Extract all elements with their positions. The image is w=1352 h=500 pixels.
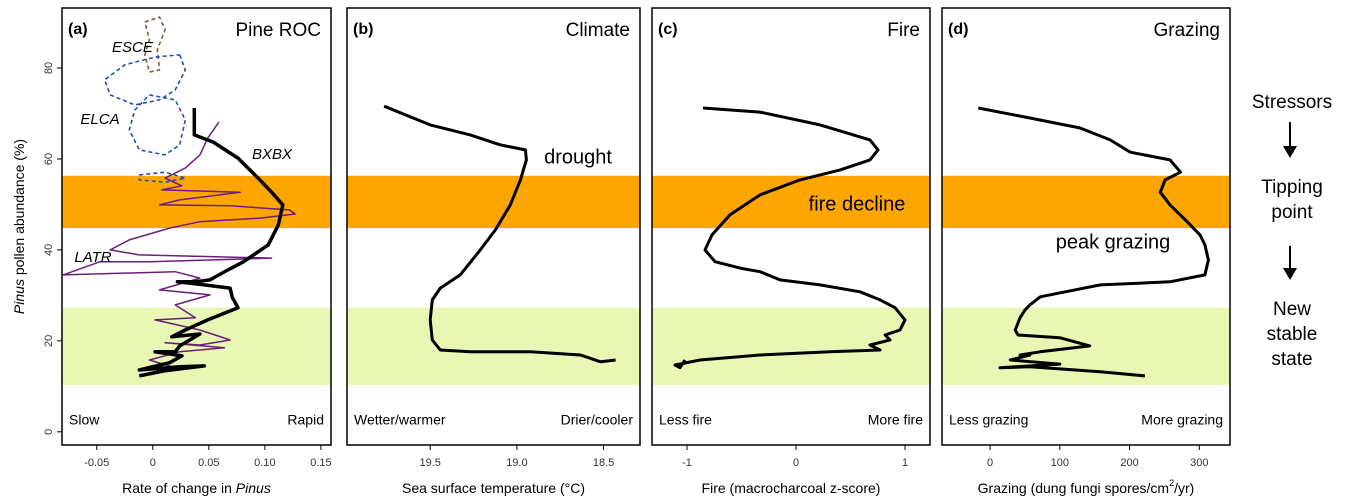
band: [347, 307, 640, 385]
line: [138, 171, 187, 183]
x-axis-label-part: Fire (macrocharcoal z-score): [702, 480, 881, 496]
x-axis-label-part: Sea surface temperature (°C): [402, 480, 585, 496]
line: [137, 108, 285, 378]
panel-label: (a): [68, 21, 88, 38]
x-tick-label: -0.05: [84, 457, 109, 469]
side-note: stable: [1267, 324, 1318, 345]
corner-label: More grazing: [1141, 412, 1223, 428]
y-tick-label: 80: [43, 62, 55, 74]
x-tick-label: 100: [1051, 457, 1069, 469]
corner-label: Slow: [69, 412, 100, 428]
x-axis-label: Fire (macrocharcoal z-score): [702, 480, 881, 496]
annotation: ESCE: [112, 39, 154, 56]
x-axis-label-part: Grazing (dung fungi spores/cm: [978, 480, 1169, 496]
x-axis-label: Grazing (dung fungi spores/cm2/yr): [978, 478, 1195, 495]
corner-label: Rapid: [287, 412, 324, 428]
line: [978, 106, 1210, 378]
side-note: Tipping: [1261, 177, 1323, 198]
x-tick-label: 200: [1120, 457, 1138, 469]
annotation: ELCA: [80, 111, 119, 128]
x-axis-label-part: /yr): [1174, 480, 1194, 496]
x-axis-label-part: Pinus: [236, 480, 271, 496]
band: [652, 307, 930, 385]
plot-frame: [346, 7, 641, 446]
x-tick-label: 0.15: [310, 457, 331, 469]
panel-title: Fire: [887, 20, 920, 41]
annotation: BXBX: [252, 146, 293, 163]
line: [383, 104, 616, 364]
x-tick-label: 0: [987, 457, 993, 469]
y-axis-label-part: Pinus: [11, 279, 27, 314]
x-axis-label-part: Rate of change in: [122, 480, 236, 496]
side-note: state: [1271, 349, 1312, 370]
panel-title: Pine ROC: [235, 20, 321, 41]
band: [62, 307, 331, 385]
x-tick-label: -1: [682, 457, 692, 469]
line: [62, 121, 296, 369]
corner-label: Less fire: [659, 412, 712, 428]
side-notes: Stressors Tipping point New stable state: [1252, 92, 1332, 370]
side-note: point: [1271, 202, 1313, 223]
panel-label: (b): [353, 21, 373, 38]
x-tick-label: 0.05: [198, 457, 219, 469]
annotation: drought: [544, 146, 612, 168]
annotation: peak grazing: [1056, 231, 1171, 253]
corner-label: Less grazing: [949, 412, 1028, 428]
line: [144, 16, 166, 73]
annotation: LATR: [74, 249, 111, 266]
x-axis-label-part: 2: [1169, 478, 1174, 488]
y-tick-label: 40: [43, 244, 55, 256]
y-axis-label: Pinus pollen abundance (%): [11, 139, 27, 314]
corner-label: Wetter/warmer: [354, 412, 446, 428]
arrow-head: [1283, 268, 1297, 280]
plot-frame: [941, 7, 1231, 446]
panel-label: (d): [948, 21, 968, 38]
x-tick-label: 18.5: [593, 457, 614, 469]
line: [128, 94, 187, 156]
x-tick-label: 19.5: [420, 457, 441, 469]
corner-label: More fire: [868, 412, 923, 428]
x-axis-label: Sea surface temperature (°C): [402, 480, 585, 496]
panel-title: Climate: [566, 20, 630, 41]
band: [62, 175, 331, 229]
side-note: New: [1273, 299, 1311, 320]
panel-title: Grazing: [1153, 20, 1220, 41]
x-tick-label: 1: [902, 457, 908, 469]
x-tick-label: 300: [1190, 457, 1208, 469]
plot-frame: [61, 7, 332, 446]
line: [673, 106, 907, 370]
y-axis-label-part: pollen abundance (%): [11, 139, 27, 279]
x-tick-label: 0.10: [254, 457, 275, 469]
panel-label: (c): [658, 21, 678, 38]
corner-label: Drier/cooler: [561, 412, 634, 428]
y-tick-label: 20: [43, 335, 55, 347]
band: [347, 175, 640, 229]
arrow-head: [1283, 146, 1297, 158]
band: [942, 175, 1230, 229]
x-axis-label: Rate of change in Pinus: [122, 480, 271, 496]
x-tick-label: 19.0: [506, 457, 527, 469]
annotation: fire decline: [809, 193, 906, 215]
plot-frame: [651, 7, 931, 446]
x-tick-label: 0: [150, 457, 156, 469]
line: [103, 54, 187, 106]
x-tick-label: 0: [793, 457, 799, 469]
y-tick-label: 0: [43, 429, 55, 435]
side-note: Stressors: [1252, 92, 1332, 113]
y-tick-label: 60: [43, 153, 55, 165]
